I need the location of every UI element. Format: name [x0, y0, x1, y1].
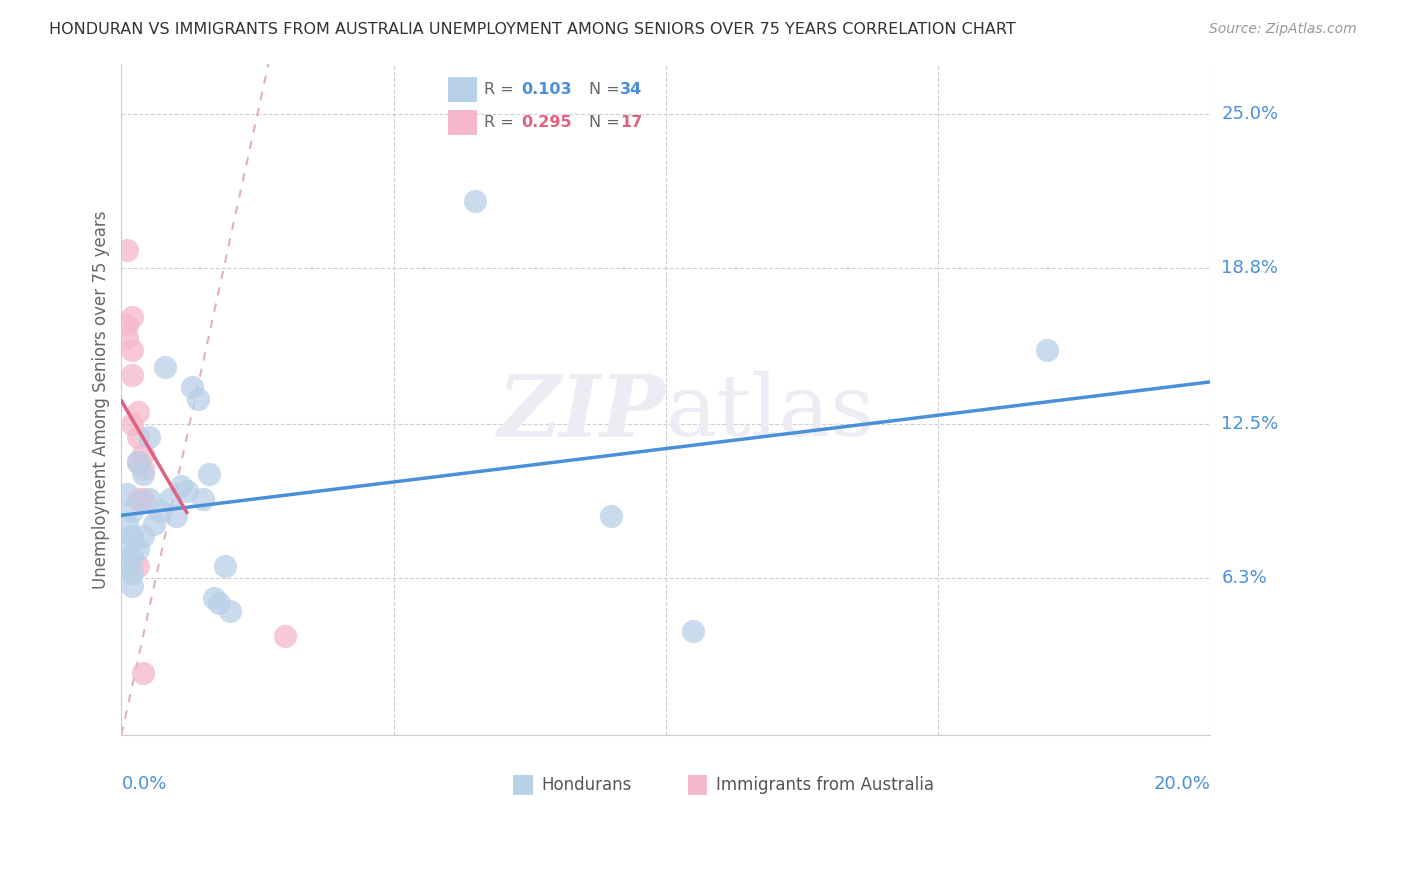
Point — [176, 484, 198, 499]
Text: 18.8%: 18.8% — [1222, 259, 1278, 277]
Point — [600, 509, 623, 524]
Text: ZIP: ZIP — [498, 371, 666, 455]
Point — [127, 454, 149, 468]
Point — [132, 665, 155, 680]
Text: atlas: atlas — [666, 371, 875, 455]
Point — [127, 558, 149, 573]
Text: 12.5%: 12.5% — [1222, 416, 1278, 434]
Point — [202, 591, 225, 606]
Point — [127, 491, 149, 506]
Point — [115, 318, 138, 332]
Y-axis label: Unemployment Among Seniors over 75 years: Unemployment Among Seniors over 75 years — [93, 211, 110, 589]
Point — [127, 454, 149, 468]
Point — [127, 430, 149, 444]
Point — [121, 343, 143, 357]
Point — [138, 430, 160, 444]
Point — [127, 405, 149, 419]
Point — [115, 516, 138, 531]
Point — [148, 504, 170, 518]
FancyBboxPatch shape — [688, 775, 707, 796]
Point — [165, 509, 187, 524]
Point — [138, 491, 160, 506]
Text: Source: ZipAtlas.com: Source: ZipAtlas.com — [1209, 22, 1357, 37]
Point — [121, 310, 143, 325]
Point — [121, 417, 143, 432]
Point — [115, 539, 138, 553]
Point — [127, 541, 149, 556]
Point — [153, 360, 176, 375]
Point — [159, 491, 181, 506]
Point — [115, 330, 138, 344]
Point — [132, 467, 155, 481]
Point — [121, 549, 143, 563]
Point — [191, 491, 214, 506]
Point — [121, 529, 143, 543]
Point — [121, 566, 143, 581]
Text: 25.0%: 25.0% — [1222, 104, 1278, 123]
Text: Immigrants from Australia: Immigrants from Australia — [716, 776, 934, 794]
Point — [187, 392, 209, 407]
Point — [197, 467, 219, 481]
Point — [214, 558, 236, 573]
Point — [132, 462, 155, 476]
Point — [219, 604, 242, 618]
Point — [143, 516, 166, 531]
Point — [121, 504, 143, 518]
Point — [115, 487, 138, 501]
Point — [121, 579, 143, 593]
Point — [181, 380, 204, 394]
Text: Hondurans: Hondurans — [541, 776, 633, 794]
Text: 6.3%: 6.3% — [1222, 569, 1267, 587]
Point — [115, 558, 138, 573]
Text: HONDURAN VS IMMIGRANTS FROM AUSTRALIA UNEMPLOYMENT AMONG SENIORS OVER 75 YEARS C: HONDURAN VS IMMIGRANTS FROM AUSTRALIA UN… — [49, 22, 1017, 37]
Point — [464, 194, 486, 208]
Text: 20.0%: 20.0% — [1153, 775, 1211, 793]
FancyBboxPatch shape — [513, 775, 533, 796]
Point — [208, 596, 231, 610]
Point — [682, 624, 704, 638]
Point — [132, 529, 155, 543]
Point — [1036, 343, 1059, 357]
Text: 0.0%: 0.0% — [121, 775, 167, 793]
Point — [115, 244, 138, 258]
Point — [121, 368, 143, 382]
Point — [274, 628, 297, 642]
Point — [132, 491, 155, 506]
Point — [170, 479, 193, 493]
Point — [132, 447, 155, 461]
